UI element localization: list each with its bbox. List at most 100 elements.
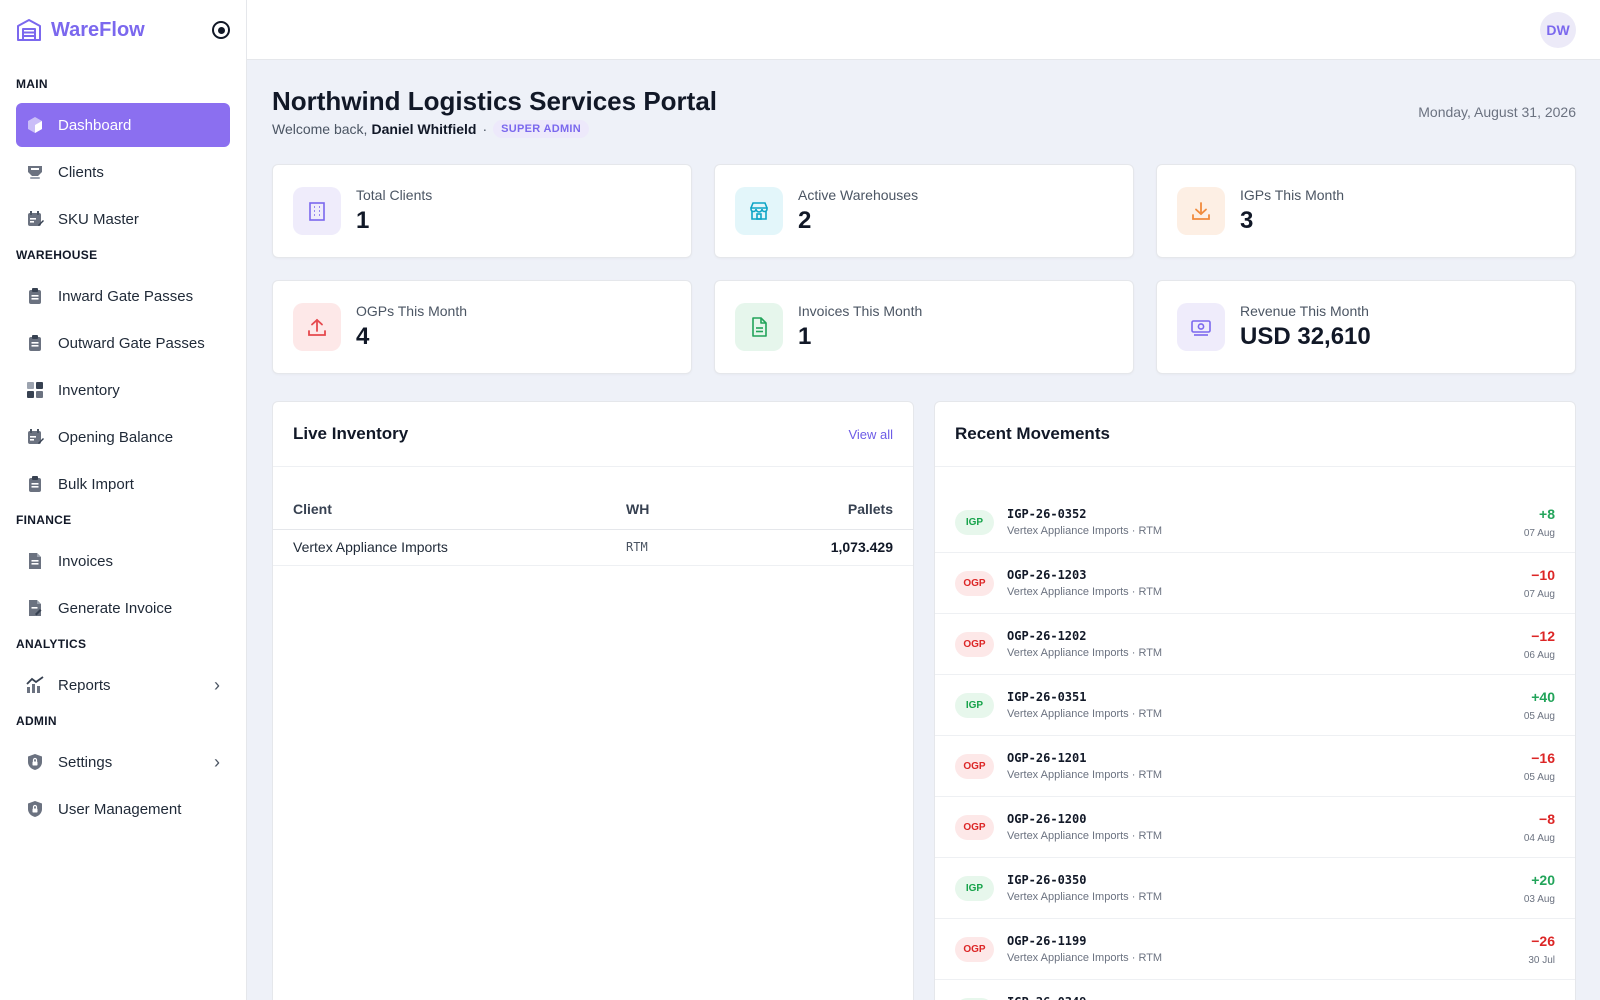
stat-card-total-clients[interactable]: Total Clients 1	[272, 164, 692, 258]
sidebar-item-opening-balance[interactable]: Opening Balance	[16, 415, 230, 459]
movement-info: OGP-26-1202 Vertex Appliance Imports · RT…	[1007, 629, 1162, 659]
movement-type-badge: OGP	[955, 570, 994, 596]
stat-text: Active Warehouses 2	[798, 187, 918, 235]
sidebar-item-outward-gate-passes[interactable]: Outward Gate Passes	[16, 321, 230, 365]
movement-subtitle: Vertex Appliance Imports · RTM	[1007, 708, 1163, 720]
brand-name[interactable]: WareFlow	[51, 18, 145, 41]
document-icon	[26, 552, 44, 570]
stat-card-ogps-this-month[interactable]: OGPs This Month 4	[272, 280, 692, 374]
list-item[interactable]: OGP OGP-26-1200 Vertex Appliance Imports ·…	[935, 797, 1575, 858]
list-item[interactable]: IGP IGP-26-0350 Vertex Appliance Imports ·…	[935, 858, 1575, 919]
pallets-cell: 1,073.429	[689, 529, 913, 566]
movement-date: 03 Aug	[1523, 893, 1555, 905]
movement-type-badge: OGP	[955, 814, 994, 840]
movement-info: IGP-26-0349Vertex Appliance Imports · RT…	[1007, 995, 1162, 1000]
sidebar-toggle-icon[interactable]	[212, 21, 230, 39]
live-inventory-panel: Live Inventory View all Client WH Pallet…	[272, 401, 914, 1000]
movement-info: IGP-26-0351 Vertex Appliance Imports · RT…	[1007, 690, 1162, 720]
column-header-client[interactable]: Client	[273, 489, 626, 530]
cube-icon	[26, 116, 44, 134]
list-item[interactable]: IGP IGP-26-0352 Vertex Appliance Imports ·…	[935, 492, 1575, 553]
movements-list: IGP IGP-26-0352 Vertex Appliance Imports ·…	[935, 492, 1575, 1000]
topbar: DW	[247, 0, 1600, 60]
movement-date: 07 Aug	[1523, 527, 1555, 539]
panel-title: Live Inventory	[293, 424, 409, 443]
column-header-pallets[interactable]: Pallets	[689, 489, 913, 530]
list-item[interactable]: IGP IGP-26-0351 Vertex Appliance Imports ·…	[935, 675, 1575, 736]
welcome-line: Welcome back, Daniel Whitfield · SUPER A…	[272, 120, 590, 138]
sidebar-item-label: Inward Gate Passes	[58, 287, 194, 305]
sidebar-item-bulk-import[interactable]: Bulk Import	[16, 462, 230, 506]
stats-grid: Total Clients 1 Active Warehouses 2 IGPs Thi…	[272, 164, 1576, 374]
nav-section-admin: ADMIN	[16, 714, 57, 728]
column-header-wh[interactable]: WH	[626, 489, 690, 530]
shield-lock-icon	[26, 800, 44, 818]
movement-qty: −8	[1539, 810, 1555, 827]
store-icon	[735, 187, 783, 235]
movement-date: 04 Aug	[1523, 832, 1555, 844]
movement-ref: IGP-26-0350	[1007, 873, 1087, 887]
movement-subtitle: Vertex Appliance Imports · RTM	[1007, 586, 1163, 598]
view-all-link[interactable]: View all	[848, 426, 893, 442]
nav-section-finance: FINANCE	[16, 513, 72, 527]
inventory-table: Client WH Pallets Vertex Appliance Impor…	[273, 489, 913, 566]
movement-info: OGP-26-1201 Vertex Appliance Imports · RT…	[1007, 751, 1162, 781]
role-badge: SUPER ADMIN	[493, 120, 590, 138]
warehouse-cell: RTM	[626, 529, 690, 566]
movement-info: OGP-26-1203 Vertex Appliance Imports · RT…	[1007, 568, 1162, 598]
client-cell: Vertex Appliance Imports	[273, 529, 626, 566]
avatar[interactable]: DW	[1540, 12, 1576, 48]
sidebar: WareFlow MAIN Dashboard Clients SKU Master W…	[0, 0, 247, 1000]
nav-section-main: MAIN	[16, 77, 48, 91]
sidebar-item-inward-gate-passes[interactable]: Inward Gate Passes	[16, 274, 230, 318]
stat-text: Revenue This Month USD 32,610	[1240, 303, 1371, 351]
stat-value: 3	[1240, 207, 1254, 234]
sidebar-item-settings[interactable]: Settings ›	[16, 740, 230, 784]
list-item[interactable]: OGP OGP-26-1201 Vertex Appliance Imports ·…	[935, 736, 1575, 797]
list-item[interactable]: OGP OGP-26-1203 Vertex Appliance Imports ·…	[935, 553, 1575, 614]
sidebar-item-reports[interactable]: Reports ›	[16, 663, 230, 707]
movement-type-badge: IGP	[955, 692, 994, 718]
stat-value: 1	[356, 207, 370, 234]
stat-card-invoices-this-month[interactable]: Invoices This Month 1	[714, 280, 1134, 374]
movement-date: 07 Aug	[1523, 588, 1555, 600]
table-header-row: Client WH Pallets	[273, 489, 913, 530]
list-item[interactable]: OGP OGP-26-1199 Vertex Appliance Imports ·…	[935, 919, 1575, 980]
list-item[interactable]: OGP OGP-26-1202 Vertex Appliance Imports ·…	[935, 614, 1575, 675]
sidebar-item-sku-master[interactable]: SKU Master	[16, 197, 230, 241]
recent-movements-panel: Recent Movements IGP IGP-26-0352 Vertex Ap…	[934, 401, 1576, 1000]
stat-card-revenue-this-month[interactable]: Revenue This Month USD 32,610	[1156, 280, 1576, 374]
sidebar-item-generate-invoice[interactable]: Generate Invoice	[16, 586, 230, 630]
sidebar-item-label: Generate Invoice	[58, 599, 173, 617]
stat-value: 1	[798, 323, 812, 350]
cash-icon	[1177, 303, 1225, 351]
stat-label: Active Warehouses	[798, 187, 919, 203]
sidebar-item-label: Bulk Import	[58, 475, 134, 493]
sidebar-item-clients[interactable]: Clients	[16, 150, 230, 194]
movement-date: 06 Aug	[1523, 649, 1555, 661]
list-item[interactable]: IGP IGP-26-0349Vertex Appliance Imports ·…	[935, 980, 1575, 1000]
chevron-right-icon[interactable]: ›	[214, 674, 220, 695]
sidebar-item-label: Inventory	[58, 381, 120, 399]
sidebar-item-label: Outward Gate Passes	[58, 334, 205, 352]
movement-ref: OGP-26-1199	[1007, 934, 1087, 948]
user-name: Daniel Whitfield	[371, 121, 477, 137]
nav-section-warehouse: WAREHOUSE	[16, 248, 98, 262]
sidebar-item-invoices[interactable]: Invoices	[16, 539, 230, 583]
sidebar-item-user-management[interactable]: User Management	[16, 787, 230, 831]
sidebar-item-label: Invoices	[58, 552, 114, 570]
stat-text: IGPs This Month 3	[1240, 187, 1344, 235]
stat-card-active-warehouses[interactable]: Active Warehouses 2	[714, 164, 1134, 258]
chevron-right-icon[interactable]: ›	[214, 751, 220, 772]
table-row[interactable]: Vertex Appliance Imports RTM 1,073.429	[273, 529, 913, 566]
sidebar-item-inventory[interactable]: Inventory	[16, 368, 230, 412]
stat-card-igps-this-month[interactable]: IGPs This Month 3	[1156, 164, 1576, 258]
movement-meta: −10 07 Aug	[1524, 567, 1555, 600]
sidebar-item-label: Clients	[58, 163, 104, 181]
stat-text: Total Clients 1	[356, 187, 432, 235]
movement-meta: +40 05 Aug	[1524, 689, 1555, 722]
sidebar-item-dashboard[interactable]: Dashboard	[16, 103, 230, 147]
sidebar-nav: MAIN Dashboard Clients SKU Master WAREHOUSE I…	[0, 76, 246, 831]
movement-qty: +40	[1531, 688, 1555, 705]
sidebar-item-label: User Management	[58, 800, 182, 818]
